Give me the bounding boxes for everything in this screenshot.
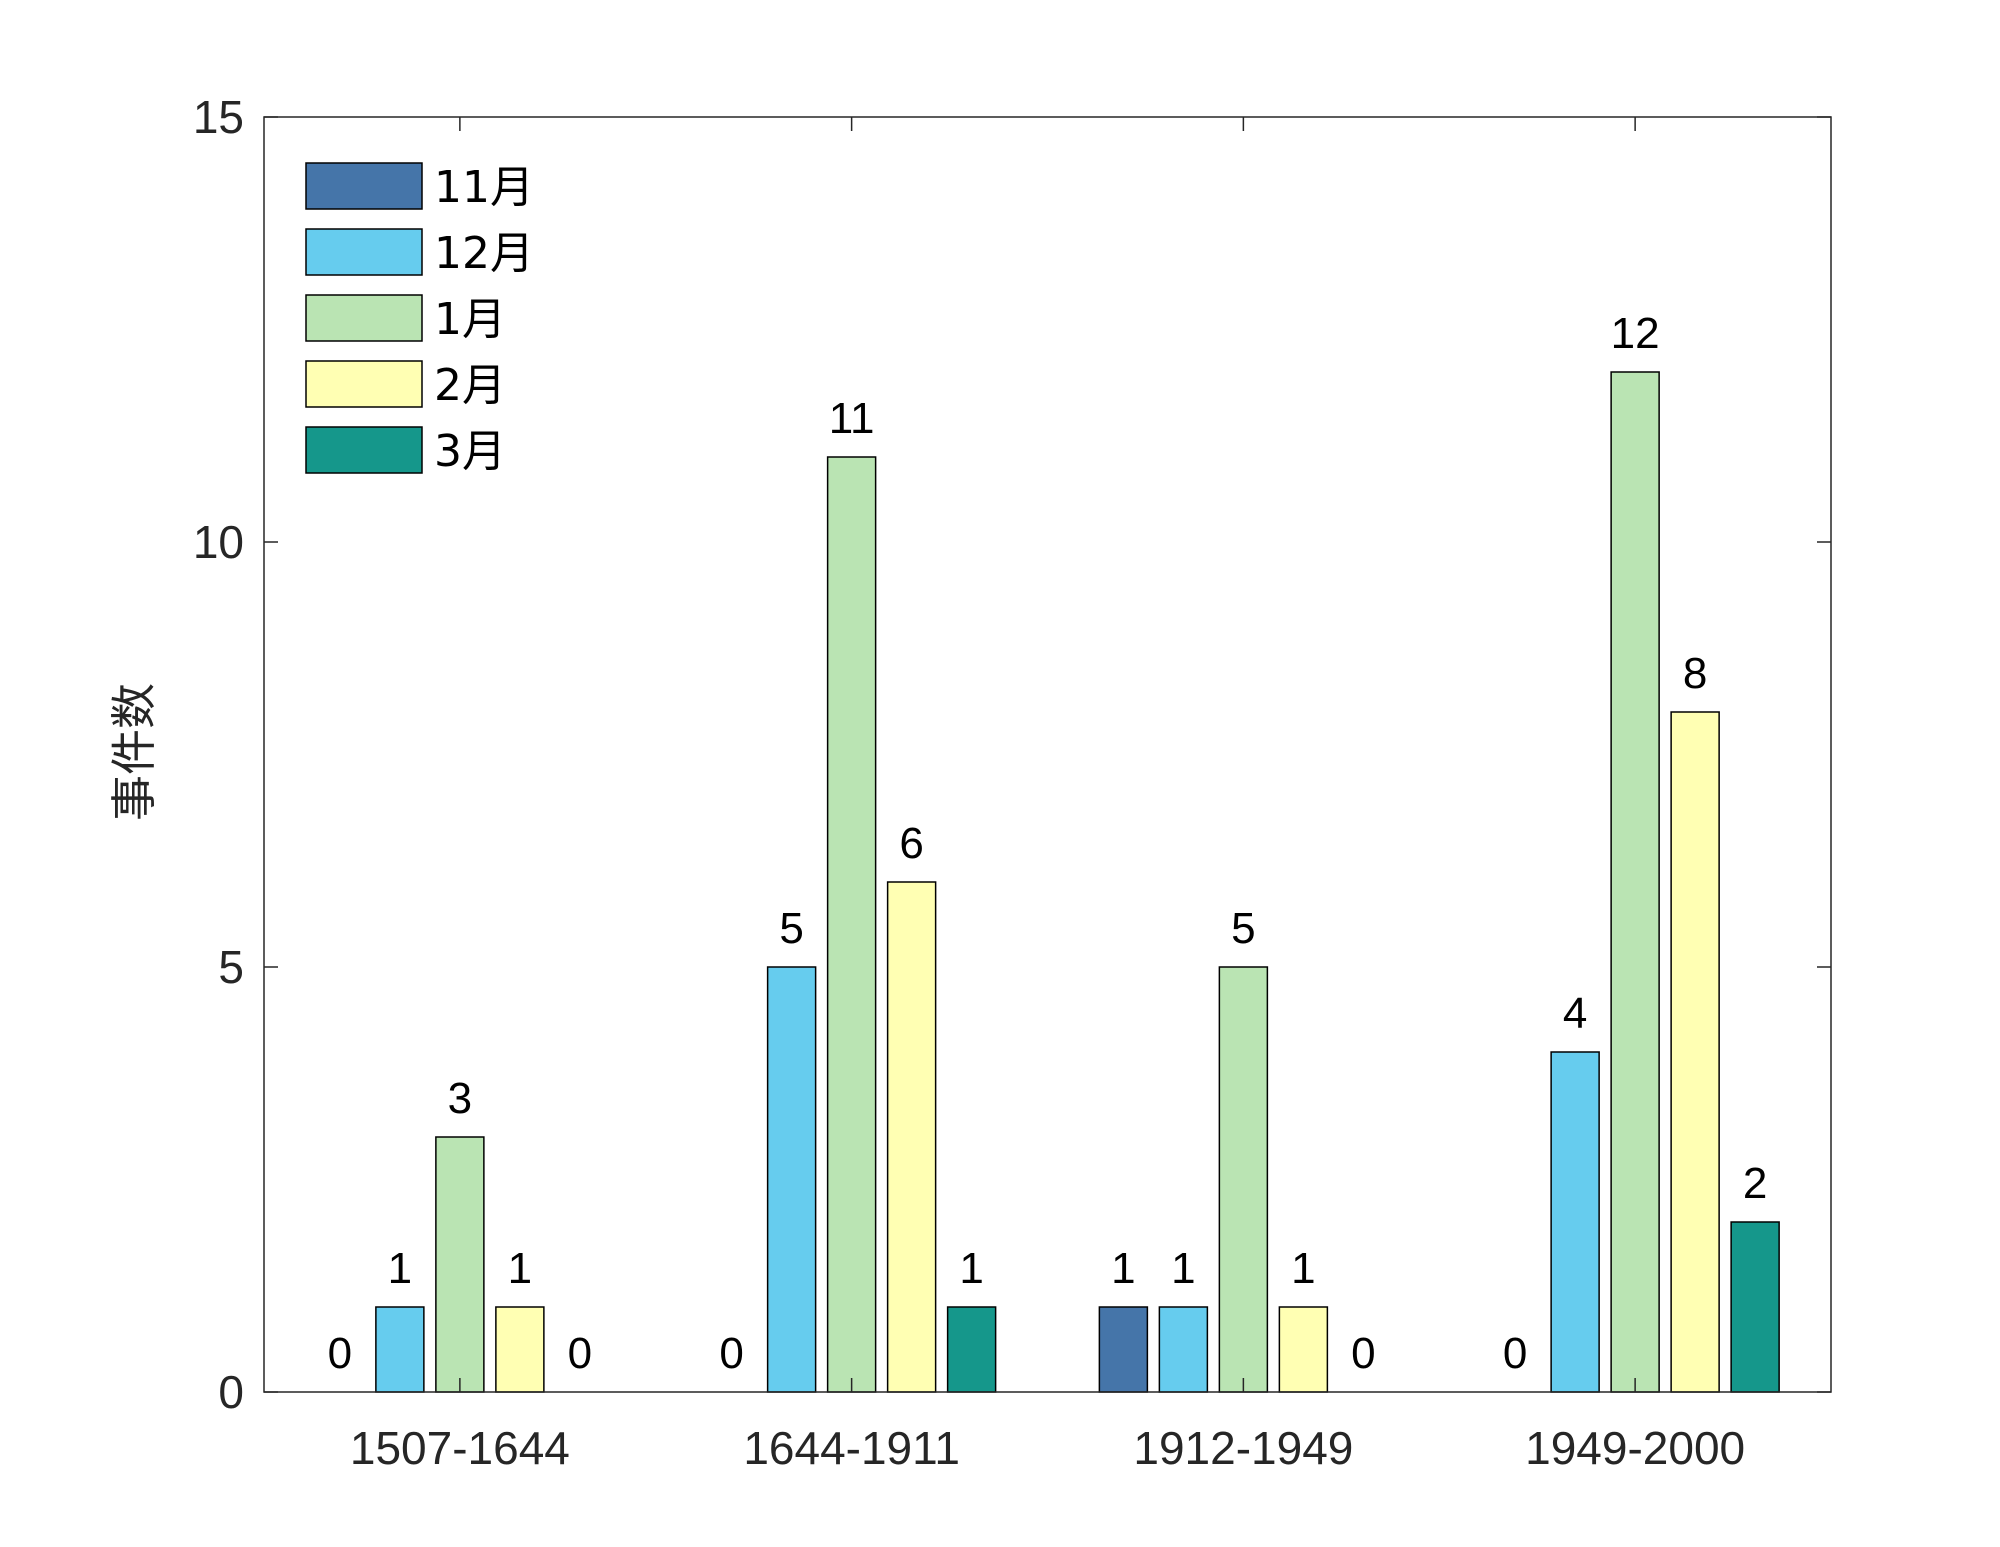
- x-tick-label: 1949-2000: [1525, 1422, 1745, 1474]
- legend-label-1月: 1月: [434, 294, 506, 345]
- data-label-1912-1949-12月: 1: [1171, 1244, 1195, 1293]
- y-tick-label: 10: [193, 516, 244, 568]
- plot-area-frame: [263, 116, 1832, 1393]
- y-tick-label: 0: [218, 1366, 244, 1418]
- data-label-1507-1644-1月: 3: [448, 1074, 472, 1123]
- y-tick-label: 5: [218, 941, 244, 993]
- legend: 11月 12月 1月 2月 3月: [305, 162, 534, 477]
- data-label-1507-1644-2月: 1: [508, 1244, 532, 1293]
- data-label-1507-1644-11月: 0: [328, 1329, 352, 1378]
- bar-1912-1949-1月: [1218, 966, 1269, 1393]
- bar-1644-1911-3月: [946, 1306, 997, 1393]
- legend-swatch-1月: [305, 294, 423, 342]
- legend-swatch-2月: [305, 360, 423, 408]
- x-tick-label: 1644-1911: [743, 1422, 960, 1474]
- legend-swatch-3月: [305, 426, 423, 474]
- legend-swatch-11月: [305, 162, 423, 210]
- bar-1949-2000-2月: [1670, 711, 1720, 1393]
- data-label-1507-1644-3月: 0: [568, 1329, 592, 1378]
- data-label-1912-1949-3月: 0: [1351, 1329, 1375, 1378]
- data-label-1912-1949-1月: 5: [1231, 904, 1255, 953]
- data-label-1644-1911-11月: 0: [719, 1329, 743, 1378]
- data-label-1949-2000-12月: 4: [1563, 989, 1587, 1038]
- data-label-1644-1911-3月: 1: [959, 1244, 983, 1293]
- data-label-1949-2000-1月: 12: [1611, 309, 1660, 358]
- bar-1949-2000-12月: [1550, 1051, 1600, 1393]
- legend-label-2月: 2月: [434, 360, 506, 411]
- y-axis-title: 事件数: [107, 683, 161, 821]
- data-label-1507-1644-12月: 1: [388, 1244, 412, 1293]
- bar-1507-1644-1月: [435, 1136, 485, 1393]
- bar-1644-1911-12月: [766, 966, 817, 1393]
- data-label-1949-2000-3月: 2: [1743, 1159, 1767, 1208]
- data-label-1644-1911-2月: 6: [899, 819, 923, 868]
- bar-1949-2000-3月: [1730, 1221, 1780, 1393]
- legend-label-11月: 11月: [434, 162, 534, 213]
- bar-1912-1949-2月: [1278, 1306, 1329, 1393]
- bar-1949-2000-1月: [1610, 371, 1660, 1393]
- bar-1912-1949-11月: [1098, 1306, 1149, 1393]
- data-label-1949-2000-11月: 0: [1503, 1329, 1527, 1378]
- legend-label-12月: 12月: [434, 228, 534, 279]
- data-label-1912-1949-11月: 1: [1111, 1244, 1135, 1293]
- y-tick-label: 15: [193, 91, 244, 143]
- legend-label-3月: 3月: [434, 426, 506, 477]
- data-label-1644-1911-1月: 11: [829, 394, 875, 443]
- data-label-1949-2000-2月: 8: [1683, 649, 1707, 698]
- x-tick-label: 1912-1949: [1133, 1422, 1353, 1474]
- bar-1644-1911-1月: [826, 456, 877, 1393]
- data-label-1644-1911-12月: 5: [779, 904, 803, 953]
- bars-layer: [375, 371, 1780, 1393]
- bar-1912-1949-12月: [1158, 1306, 1209, 1393]
- bar-1644-1911-2月: [886, 881, 937, 1393]
- x-tick-label: 1507-1644: [350, 1422, 570, 1474]
- data-label-1912-1949-2月: 1: [1291, 1244, 1315, 1293]
- bar-1507-1644-2月: [495, 1306, 545, 1393]
- axes-layer: 1507-1644 1644-1911 1912-1949 1949-20000510…: [193, 91, 1831, 1474]
- bar-1507-1644-12月: [375, 1306, 425, 1393]
- legend-swatch-12月: [305, 228, 423, 276]
